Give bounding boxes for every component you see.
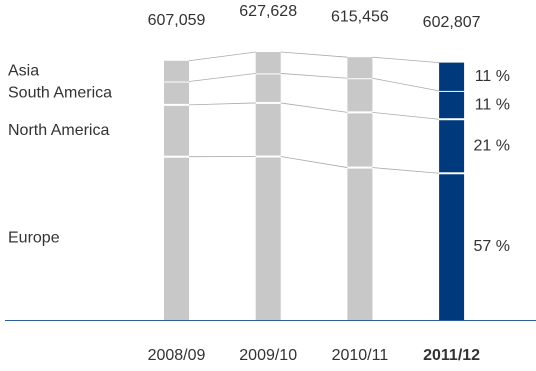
connector-line bbox=[372, 167, 440, 174]
total-label: 602,807 bbox=[423, 14, 481, 31]
value-label: 21 % bbox=[474, 137, 510, 154]
value-label: 11 % bbox=[475, 96, 510, 113]
value-label: 57 % bbox=[474, 238, 510, 255]
bar-segment bbox=[347, 57, 373, 79]
bar-segment bbox=[347, 79, 373, 112]
bar-segment bbox=[164, 60, 189, 82]
x-tick-label: 2011/12 bbox=[423, 347, 480, 364]
bar-segment bbox=[439, 91, 465, 119]
total-label: 627,628 bbox=[239, 3, 297, 20]
value-label: 11 % bbox=[475, 68, 510, 85]
connector-line bbox=[372, 111, 440, 120]
x-tick-label: 2010/11 bbox=[332, 347, 389, 364]
bar-segment bbox=[439, 120, 465, 173]
connector-line bbox=[280, 73, 348, 79]
bar-segment bbox=[255, 103, 281, 156]
legend-label: Europe bbox=[8, 230, 60, 247]
connector-line bbox=[280, 51, 348, 58]
bar-segment bbox=[255, 52, 281, 74]
x-tick-label: 2008/09 bbox=[148, 347, 206, 364]
legend-label: Asia bbox=[8, 62, 39, 79]
connector-line bbox=[188, 73, 256, 82]
total-label: 615,456 bbox=[331, 8, 389, 25]
connector-line bbox=[188, 51, 256, 62]
bar-segment bbox=[347, 168, 373, 320]
bar-segment bbox=[164, 157, 189, 320]
bar-segment bbox=[255, 157, 281, 320]
x-tick-label: 2009/10 bbox=[239, 347, 297, 364]
total-label: 607,059 bbox=[148, 12, 206, 29]
connector-line bbox=[280, 102, 348, 113]
connector-line bbox=[372, 56, 440, 63]
bar-segment bbox=[439, 62, 465, 91]
bar-segment bbox=[255, 74, 281, 102]
bar-segment bbox=[347, 113, 373, 167]
bar-segment bbox=[439, 174, 465, 320]
bar-segment bbox=[164, 82, 189, 104]
connector-line bbox=[280, 156, 348, 168]
connector-line bbox=[188, 102, 256, 106]
bar-segment bbox=[164, 105, 189, 156]
legend-label: North America bbox=[8, 122, 109, 139]
legend-label: South America bbox=[8, 84, 112, 101]
connector-line bbox=[372, 77, 440, 92]
